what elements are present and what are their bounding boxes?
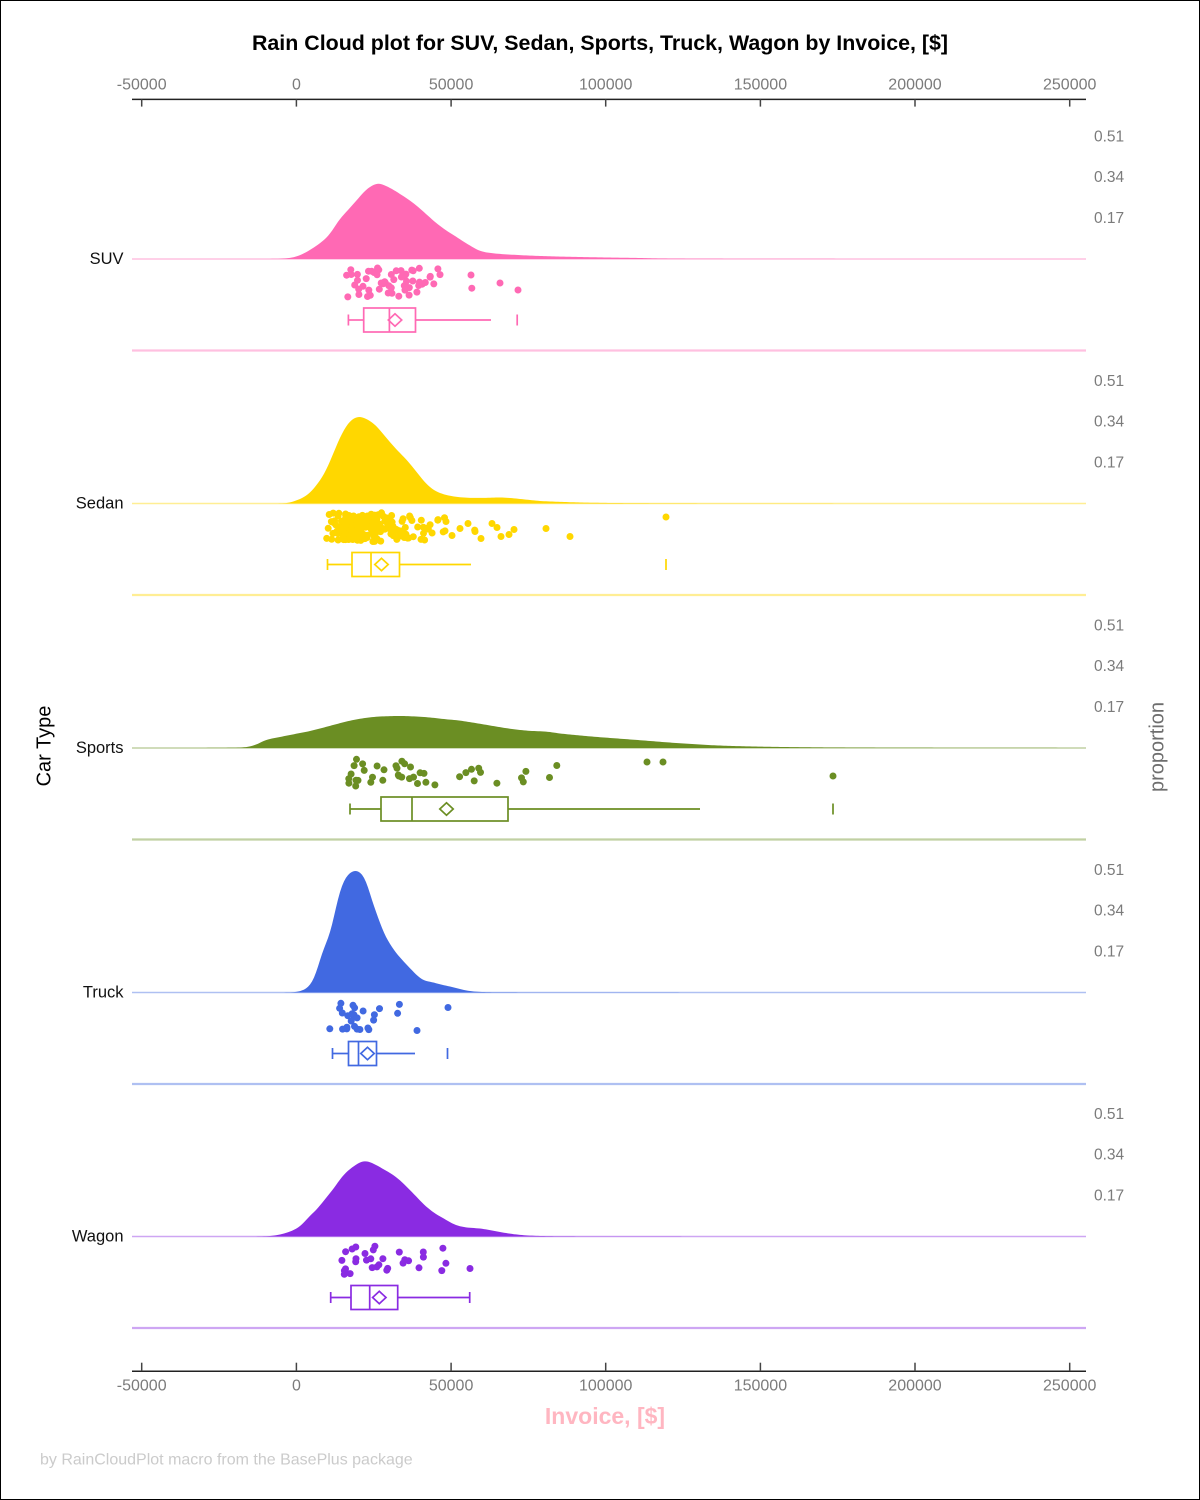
svg-text:-50000: -50000 <box>117 77 167 94</box>
svg-text:200000: 200000 <box>888 77 941 94</box>
svg-text:250000: 250000 <box>1043 1378 1096 1395</box>
svg-text:100000: 100000 <box>579 1378 632 1395</box>
svg-text:0.34: 0.34 <box>1094 169 1125 186</box>
svg-text:250000: 250000 <box>1043 77 1096 94</box>
svg-text:Invoice, [$]: Invoice, [$] <box>545 1403 665 1429</box>
svg-text:0.17: 0.17 <box>1094 1187 1124 1204</box>
svg-text:0.34: 0.34 <box>1094 658 1125 675</box>
svg-text:0.17: 0.17 <box>1094 210 1124 227</box>
svg-text:150000: 150000 <box>734 77 787 94</box>
svg-text:Rain Cloud plot for SUV, Sedan: Rain Cloud plot for SUV, Sedan, Sports, … <box>252 31 948 55</box>
svg-text:0.17: 0.17 <box>1094 454 1124 471</box>
svg-text:proportion: proportion <box>1147 702 1169 792</box>
svg-text:Wagon: Wagon <box>72 1228 124 1246</box>
svg-text:0.51: 0.51 <box>1094 862 1124 879</box>
svg-text:Truck: Truck <box>83 984 124 1002</box>
svg-text:0.34: 0.34 <box>1094 1147 1125 1164</box>
svg-text:Sports: Sports <box>76 739 124 757</box>
svg-text:Sedan: Sedan <box>76 495 124 513</box>
svg-text:0: 0 <box>292 1378 301 1395</box>
svg-text:0.51: 0.51 <box>1094 617 1124 634</box>
svg-text:-50000: -50000 <box>117 1378 167 1395</box>
svg-text:0.51: 0.51 <box>1094 128 1124 145</box>
svg-text:200000: 200000 <box>888 1378 941 1395</box>
svg-text:0.17: 0.17 <box>1094 943 1124 960</box>
svg-text:100000: 100000 <box>579 77 632 94</box>
svg-text:50000: 50000 <box>429 77 474 94</box>
svg-text:0.51: 0.51 <box>1094 1106 1124 1123</box>
svg-text:0.34: 0.34 <box>1094 903 1125 920</box>
svg-text:0: 0 <box>292 77 301 94</box>
svg-text:SUV: SUV <box>90 250 124 268</box>
svg-text:0.34: 0.34 <box>1094 414 1125 431</box>
svg-text:0.51: 0.51 <box>1094 373 1124 390</box>
svg-text:Car Type: Car Type <box>34 706 56 787</box>
svg-text:0.17: 0.17 <box>1094 699 1124 716</box>
svg-text:150000: 150000 <box>734 1378 787 1395</box>
svg-text:by RainCloudPlot macro from th: by RainCloudPlot macro from the BasePlus… <box>40 1452 413 1469</box>
svg-text:50000: 50000 <box>429 1378 474 1395</box>
